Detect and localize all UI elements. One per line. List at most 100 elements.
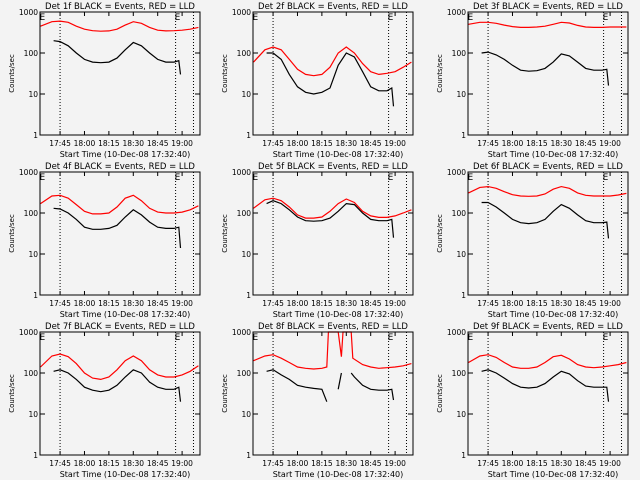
x-tick-label: 19:00 (384, 459, 406, 468)
x-tick-label: 18:45 (147, 139, 169, 148)
chart-panel: Det 6f BLACK = Events, RED = LLD Counts/s… (436, 162, 629, 319)
x-tick-label: 18:30 (550, 139, 572, 148)
e-marker: E (388, 173, 394, 183)
y-axis-label: Counts/sec (221, 374, 229, 413)
x-tick-label: 18:45 (575, 139, 597, 148)
x-tick-label: 18:00 (287, 299, 309, 308)
chart-panel: Det 3f BLACK = Events, RED = LLD Counts/s… (436, 2, 629, 159)
events-series-line (266, 200, 395, 238)
y-tick-label: 10 (241, 410, 251, 419)
x-tick-label: 18:45 (575, 299, 597, 308)
x-axis-label: Start Time (10-Dec-08 17:32:40) (273, 470, 404, 479)
y-tick-label: 10 (241, 90, 251, 99)
y-tick-label: 10 (28, 250, 38, 259)
e-marker: E (253, 173, 259, 183)
y-axis-label: Counts/sec (8, 214, 16, 253)
e-marker: E (253, 13, 259, 23)
x-tick-label: 18:45 (147, 459, 169, 468)
e-marker: E (40, 173, 46, 183)
chart-panel: Det 5f BLACK = Events, RED = LLD Counts/s… (221, 162, 414, 319)
plot-frame (467, 171, 629, 296)
lld-series-line (468, 21, 627, 28)
events-series-line (350, 372, 395, 401)
y-tick-label: 100 (452, 369, 467, 378)
x-tick-label: 18:00 (502, 139, 524, 148)
x-tick-label: 18:30 (550, 459, 572, 468)
y-tick-label: 10 (456, 410, 466, 419)
y-tick-label: 10 (456, 90, 466, 99)
x-axis-label: Start Time (10-Dec-08 17:32:40) (488, 470, 619, 479)
x-tick-label: 18:15 (98, 139, 120, 148)
x-tick-label: 19:00 (384, 299, 406, 308)
x-tick-label: 19:00 (171, 459, 193, 468)
x-tick-label: 18:15 (526, 139, 548, 148)
plot-frame (39, 331, 201, 456)
e-marker: E (40, 333, 46, 343)
y-tick-label: 10 (456, 250, 466, 259)
y-tick-label: 100 (24, 49, 39, 58)
chart-title: Det 8f BLACK = Events, RED = LLD (258, 322, 408, 332)
events-series-line (266, 52, 395, 107)
x-tick-label: 19:00 (599, 459, 621, 468)
lld-series-line (253, 197, 412, 219)
y-tick-label: 100 (237, 209, 252, 218)
plot-frame (252, 331, 414, 456)
chart-panel: Det 9f BLACK = Events, RED = LLD Counts/s… (436, 322, 629, 479)
lld-series-line (40, 194, 199, 215)
y-tick-label: 100 (452, 209, 467, 218)
y-tick-label: 100 (24, 209, 39, 218)
e-marker: E (175, 13, 181, 23)
e-marker: E (40, 13, 46, 23)
e-marker: E (603, 333, 609, 343)
events-series-line (481, 201, 610, 239)
x-tick-label: 17:45 (262, 139, 284, 148)
e-marker: E (468, 173, 474, 183)
x-tick-label: 18:00 (74, 139, 96, 148)
y-tick-label: 10 (241, 250, 251, 259)
x-axis-label: Start Time (10-Dec-08 17:32:40) (273, 310, 404, 319)
y-axis-label: Counts/sec (436, 374, 444, 413)
y-tick-label: 1 (33, 131, 38, 140)
x-tick-label: 18:45 (575, 459, 597, 468)
chart-title: Det 7f BLACK = Events, RED = LLD (45, 322, 195, 332)
events-series-line (481, 51, 610, 86)
x-tick-label: 18:15 (311, 139, 333, 148)
y-tick-label: 1000 (232, 328, 251, 337)
x-tick-label: 18:15 (311, 459, 333, 468)
events-series-line (337, 372, 342, 390)
x-tick-label: 17:45 (262, 299, 284, 308)
x-tick-label: 17:45 (49, 139, 71, 148)
y-tick-label: 1 (246, 291, 251, 300)
x-tick-label: 18:45 (360, 139, 382, 148)
plot-frame (467, 331, 629, 456)
y-tick-label: 1 (33, 451, 38, 460)
chart-panel: Det 8f BLACK = Events, RED = LLD Counts/s… (221, 322, 414, 479)
x-tick-label: 19:00 (384, 139, 406, 148)
y-tick-label: 1000 (447, 8, 466, 17)
x-axis-label: Start Time (10-Dec-08 17:32:40) (273, 150, 404, 159)
y-tick-label: 1 (246, 131, 251, 140)
y-axis-label: Counts/sec (436, 214, 444, 253)
x-tick-label: 18:00 (74, 299, 96, 308)
x-axis-label: Start Time (10-Dec-08 17:32:40) (488, 150, 619, 159)
x-axis-label: Start Time (10-Dec-08 17:32:40) (60, 470, 191, 479)
x-tick-label: 18:00 (502, 459, 524, 468)
x-tick-label: 18:30 (122, 139, 144, 148)
events-series-line (53, 40, 182, 75)
x-tick-label: 19:00 (171, 299, 193, 308)
e-marker: E (175, 173, 181, 183)
x-tick-label: 17:45 (477, 459, 499, 468)
chart-panel: Det 2f BLACK = Events, RED = LLD Counts/s… (221, 2, 414, 159)
y-tick-label: 1000 (447, 328, 466, 337)
y-axis-label: Counts/sec (221, 54, 229, 93)
chart-title: Det 1f BLACK = Events, RED = LLD (45, 2, 195, 12)
x-tick-label: 18:15 (526, 459, 548, 468)
chart-panel: Det 4f BLACK = Events, RED = LLD Counts/s… (8, 162, 201, 319)
x-tick-label: 17:45 (262, 459, 284, 468)
y-tick-label: 1 (461, 291, 466, 300)
x-tick-label: 18:15 (98, 459, 120, 468)
lld-series-line (468, 185, 627, 197)
y-tick-label: 10 (28, 410, 38, 419)
chart-title: Det 6f BLACK = Events, RED = LLD (473, 162, 623, 172)
